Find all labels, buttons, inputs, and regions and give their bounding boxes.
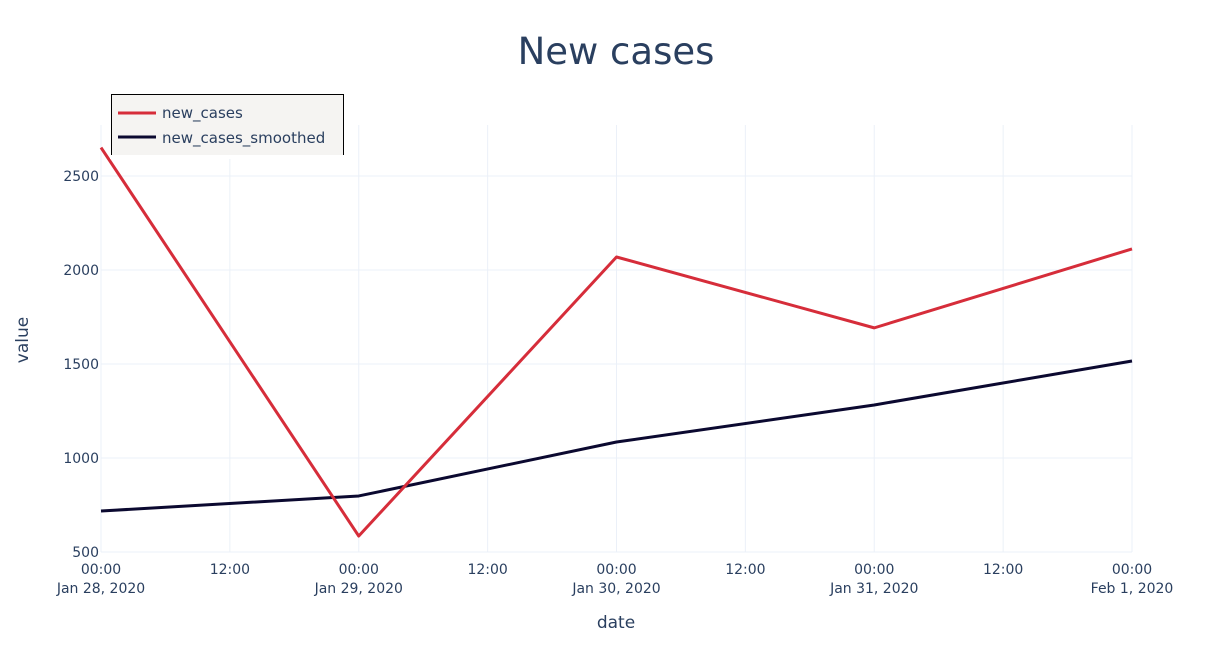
x-tick-time: 12:00 <box>467 562 507 578</box>
legend-label-new-cases-smoothed[interactable]: new_cases_smoothed <box>162 129 325 148</box>
x-tick-date: Feb 1, 2020 <box>1091 581 1174 597</box>
series-line-new_cases_smoothed <box>100 359 1133 513</box>
grid <box>100 125 1133 553</box>
x-tick-time: 00:00 <box>1112 562 1152 578</box>
y-tick-label: 2500 <box>63 169 99 185</box>
y-tick-label: 1500 <box>63 357 99 373</box>
x-axis-label: date <box>597 613 635 633</box>
x-tick-date: Jan 31, 2020 <box>829 581 918 597</box>
x-tick-time: 12:00 <box>725 562 765 578</box>
y-tick-label: 1000 <box>63 451 99 467</box>
y-axis-ticks: 500 1000 1500 2000 2500 <box>63 169 99 561</box>
x-tick-time: 12:00 <box>210 562 250 578</box>
x-tick-time: 00:00 <box>854 562 894 578</box>
x-tick-time: 00:00 <box>596 562 636 578</box>
x-tick-time: 12:00 <box>983 562 1023 578</box>
x-axis-ticks: 00:00 Jan 28, 2020 12:00 00:00 Jan 29, 2020 1… <box>56 562 1174 597</box>
x-tick-time: 00:00 <box>339 562 379 578</box>
legend-box <box>111 94 344 157</box>
x-tick-time: 00:00 <box>81 562 121 578</box>
x-tick-date: Jan 29, 2020 <box>314 581 403 597</box>
legend[interactable]: new_cases new_cases_smoothed <box>110 94 346 160</box>
series-line-new_cases <box>99 146 1133 538</box>
series-lines <box>99 146 1133 538</box>
y-axis-label: value <box>13 317 33 363</box>
chart-title: New cases <box>518 30 715 73</box>
legend-label-new-cases[interactable]: new_cases <box>162 104 243 123</box>
x-tick-date: Jan 28, 2020 <box>56 581 145 597</box>
y-tick-label: 500 <box>72 545 99 561</box>
x-tick-date: Jan 30, 2020 <box>571 581 660 597</box>
y-tick-label: 2000 <box>63 263 99 279</box>
